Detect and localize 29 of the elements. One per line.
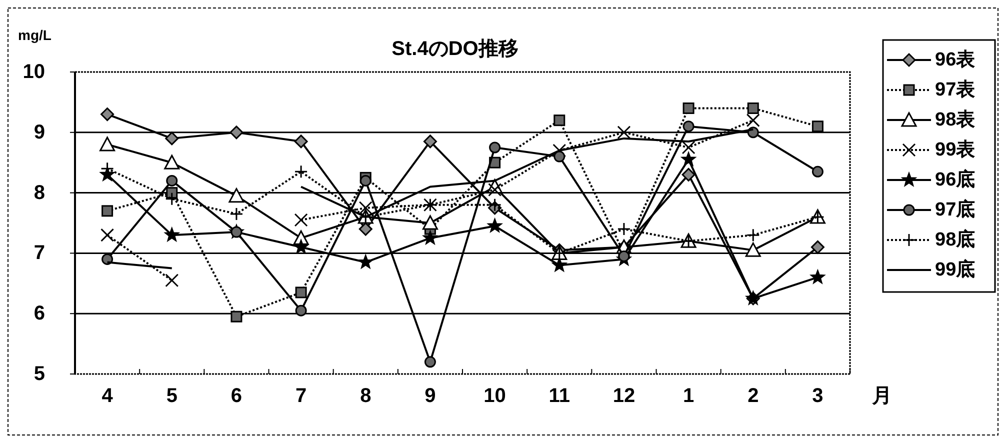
x-tick-label: 5	[166, 385, 178, 407]
legend-label: 99底	[935, 258, 976, 280]
x-tick-label: 10	[484, 385, 506, 407]
legend-label: 97表	[935, 78, 976, 100]
x-axis-title: 月	[871, 385, 892, 407]
legend-label: 99表	[935, 138, 976, 160]
x-tick-label: 1	[682, 385, 694, 407]
x-tick-label: 11	[548, 385, 570, 407]
y-tick-label: 7	[34, 242, 45, 264]
x-tick-label: 4	[102, 385, 114, 407]
y-tick-label: 9	[34, 121, 45, 144]
x-tick-label: 2	[748, 385, 759, 407]
y-axis-title: mg/L	[18, 27, 52, 43]
y-tick-label: 10	[22, 61, 45, 83]
x-tick-label: 9	[424, 385, 436, 407]
y-tick-label: 6	[34, 302, 45, 325]
x-tick-label: 3	[812, 385, 824, 407]
legend-label: 96底	[935, 168, 976, 190]
x-tick-label: 8	[360, 385, 372, 407]
legend-label: 98底	[935, 228, 976, 250]
y-tick-label: 5	[34, 363, 45, 385]
x-tick-label: 7	[295, 385, 307, 407]
x-tick-label: 6	[230, 385, 242, 407]
y-tick-label: 8	[34, 182, 45, 204]
chart-title: St.4のDO推移	[392, 38, 518, 60]
legend-label: 96表	[935, 48, 976, 70]
legend-label: 98表	[935, 108, 976, 130]
legend-label: 97底	[935, 198, 976, 220]
x-tick-label: 12	[612, 385, 636, 407]
